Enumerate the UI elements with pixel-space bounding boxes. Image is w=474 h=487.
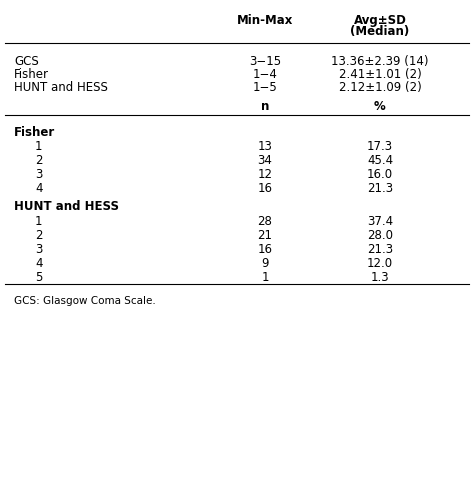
Text: Fisher: Fisher: [14, 68, 49, 81]
Text: %: %: [374, 100, 386, 113]
Text: GCS: GCS: [14, 55, 39, 68]
Text: n: n: [261, 100, 269, 113]
Text: 28: 28: [257, 215, 273, 228]
Text: GCS: Glasgow Coma Scale.: GCS: Glasgow Coma Scale.: [14, 296, 156, 306]
Text: HUNT and HESS: HUNT and HESS: [14, 81, 108, 94]
Text: 12.0: 12.0: [367, 257, 393, 270]
Text: HUNT and HESS: HUNT and HESS: [14, 200, 119, 213]
Text: 1−5: 1−5: [253, 81, 277, 94]
Text: 3−15: 3−15: [249, 55, 281, 68]
Text: 21: 21: [257, 229, 273, 242]
Text: 13: 13: [257, 140, 273, 153]
Text: 4: 4: [35, 257, 43, 270]
Text: 13.36±2.39 (14): 13.36±2.39 (14): [331, 55, 429, 68]
Text: 34: 34: [257, 154, 273, 167]
Text: Fisher: Fisher: [14, 126, 55, 139]
Text: 2: 2: [35, 229, 43, 242]
Text: 16.0: 16.0: [367, 168, 393, 181]
Text: 3: 3: [35, 168, 42, 181]
Text: 3: 3: [35, 243, 42, 256]
Text: 2.41±1.01 (2): 2.41±1.01 (2): [338, 68, 421, 81]
Text: 28.0: 28.0: [367, 229, 393, 242]
Text: 45.4: 45.4: [367, 154, 393, 167]
Text: (Median): (Median): [350, 25, 410, 38]
Text: 1: 1: [261, 271, 269, 284]
Text: 21.3: 21.3: [367, 243, 393, 256]
Text: 9: 9: [261, 257, 269, 270]
Text: 1.3: 1.3: [371, 271, 389, 284]
Text: 1: 1: [35, 140, 43, 153]
Text: Avg±SD: Avg±SD: [354, 14, 406, 27]
Text: 5: 5: [35, 271, 42, 284]
Text: 12: 12: [257, 168, 273, 181]
Text: 17.3: 17.3: [367, 140, 393, 153]
Text: 21.3: 21.3: [367, 182, 393, 195]
Text: 4: 4: [35, 182, 43, 195]
Text: 1: 1: [35, 215, 43, 228]
Text: 2.12±1.09 (2): 2.12±1.09 (2): [338, 81, 421, 94]
Text: 1−4: 1−4: [253, 68, 277, 81]
Text: 16: 16: [257, 243, 273, 256]
Text: 37.4: 37.4: [367, 215, 393, 228]
Text: 16: 16: [257, 182, 273, 195]
Text: 2: 2: [35, 154, 43, 167]
Text: Min-Max: Min-Max: [237, 14, 293, 27]
